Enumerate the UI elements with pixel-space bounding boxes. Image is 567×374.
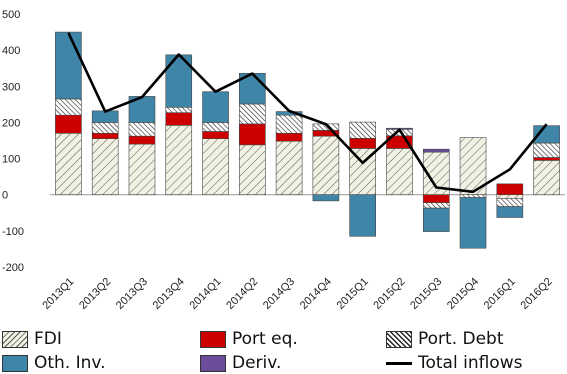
bar-port-debt xyxy=(239,104,265,124)
y-tick-label: 0 xyxy=(2,190,8,202)
bar-series xyxy=(55,32,559,248)
legend: FDI Port eq. Port. Debt Oth. Inv. Deriv.… xyxy=(0,326,567,372)
bar-port-debt xyxy=(203,122,229,131)
bar-oth-inv xyxy=(313,195,339,201)
y-tick-label: 500 xyxy=(2,9,20,21)
bar-port-debt xyxy=(55,99,81,115)
legend-item-deriv: Deriv. xyxy=(200,352,281,374)
bar-fdi xyxy=(55,133,81,194)
bar-fdi xyxy=(534,160,560,194)
bar-port-eq xyxy=(239,124,265,145)
bar-port-debt xyxy=(534,143,560,157)
bar-oth-inv xyxy=(423,208,449,231)
legend-item-port-debt: Port. Debt xyxy=(386,328,504,350)
legend-item-oth-inv: Oth. Inv. xyxy=(2,352,106,374)
bar-port-debt xyxy=(350,122,376,138)
x-tick-label: 2013Q4 xyxy=(151,276,187,312)
x-tick-label: 2016Q1 xyxy=(482,276,518,312)
legend-label-oth-inv: Oth. Inv. xyxy=(34,353,106,373)
bar-port-eq xyxy=(276,133,302,141)
bar-fdi xyxy=(313,136,339,195)
x-tick-label: 2013Q1 xyxy=(40,276,76,312)
bar-port-eq xyxy=(55,115,81,133)
bar-port-debt xyxy=(166,107,192,112)
x-tick-label: 2014Q1 xyxy=(187,276,223,312)
legend-label-port-eq: Port eq. xyxy=(232,329,298,349)
bar-oth-inv xyxy=(460,198,486,249)
bar-port-eq xyxy=(350,138,376,148)
x-tick-label: 2014Q3 xyxy=(261,276,297,312)
legend-swatch-port-eq xyxy=(200,331,226,348)
y-tick-label: 100 xyxy=(2,154,20,166)
legend-item-total-inflows: Total inflows xyxy=(386,352,522,374)
legend-label-total-inflows: Total inflows xyxy=(418,353,522,373)
bar-fdi xyxy=(386,148,412,194)
x-tick-label: 2015Q1 xyxy=(335,276,371,312)
bar-port-debt xyxy=(460,195,486,198)
bar-fdi xyxy=(203,139,229,195)
y-axis-ticks: -200 -100 0 100 200 300 400 500 xyxy=(2,9,24,274)
bar-fdi xyxy=(276,141,302,194)
x-tick-label: 2015Q3 xyxy=(408,276,444,312)
bar-oth-inv xyxy=(203,92,229,123)
bar-deriv xyxy=(423,149,449,152)
bar-port-eq xyxy=(497,184,523,195)
legend-swatch-total-inflows xyxy=(386,362,412,365)
legend-label-deriv: Deriv. xyxy=(232,353,281,373)
x-tick-label: 2014Q4 xyxy=(298,276,334,312)
legend-swatch-oth-inv xyxy=(2,355,28,372)
y-tick-label: -200 xyxy=(2,262,24,274)
x-tick-label: 2014Q2 xyxy=(224,276,260,312)
bar-port-debt xyxy=(129,122,155,136)
y-tick-label: 200 xyxy=(2,117,20,129)
legend-item-port-eq: Port eq. xyxy=(200,328,298,350)
y-tick-label: 300 xyxy=(2,81,20,93)
bar-port-eq xyxy=(423,195,449,203)
legend-label-port-debt: Port. Debt xyxy=(418,329,504,349)
bar-fdi xyxy=(497,195,523,199)
bar-oth-inv xyxy=(350,195,376,237)
bar-port-eq xyxy=(203,131,229,138)
bar-fdi xyxy=(166,125,192,194)
x-tick-label: 2015Q4 xyxy=(445,276,481,312)
bar-port-eq xyxy=(166,113,192,126)
bar-port-debt xyxy=(497,198,523,206)
bar-port-eq xyxy=(92,133,118,138)
y-tick-label: 400 xyxy=(2,45,20,57)
x-tick-label: 2013Q3 xyxy=(114,276,150,312)
y-tick-label: -100 xyxy=(2,226,24,238)
bar-oth-inv xyxy=(497,207,523,218)
x-tick-label: 2013Q2 xyxy=(77,276,113,312)
bar-fdi xyxy=(129,144,155,195)
bar-port-debt xyxy=(276,115,302,133)
x-tick-label: 2016Q2 xyxy=(519,276,555,312)
bar-port-debt xyxy=(423,203,449,208)
legend-item-fdi: FDI xyxy=(2,328,62,350)
bar-fdi xyxy=(239,145,265,195)
bar-oth-inv xyxy=(55,32,81,99)
bar-port-debt xyxy=(92,122,118,133)
x-tick-label: 2015Q2 xyxy=(371,276,407,312)
bar-port-eq xyxy=(534,157,560,160)
legend-swatch-fdi xyxy=(2,331,28,348)
legend-label-fdi: FDI xyxy=(34,329,62,349)
legend-swatch-deriv xyxy=(200,355,226,372)
legend-swatch-port-debt xyxy=(386,331,412,348)
bar-fdi xyxy=(92,139,118,195)
bar-port-eq xyxy=(129,136,155,144)
